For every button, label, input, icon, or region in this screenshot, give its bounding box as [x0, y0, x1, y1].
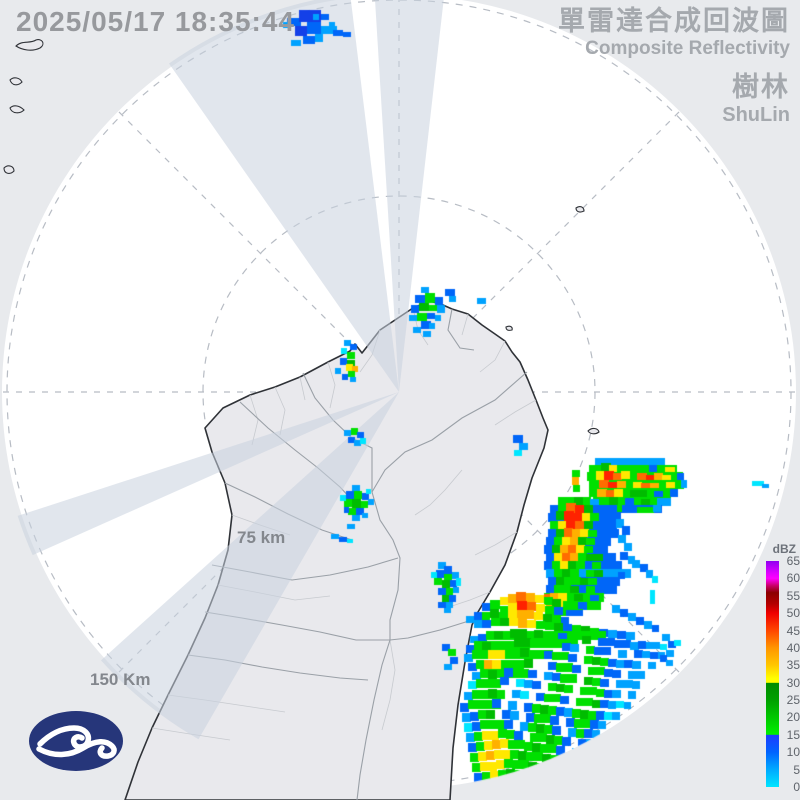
dbz-tick-50: 50	[786, 606, 800, 621]
dbz-tick-60: 60	[786, 571, 800, 586]
dbz-tick-45: 45	[786, 623, 800, 638]
product-title-en: Composite Reflectivity	[585, 38, 790, 59]
header-titles: 單雷達合成回波圖 Composite Reflectivity 樹林 ShuLi…	[558, 6, 790, 126]
product-title-zh: 單雷達合成回波圖	[558, 6, 790, 36]
range-ring-label-150km: 150 Km	[90, 670, 151, 689]
station-name-en: ShuLin	[722, 104, 790, 126]
dbz-tick-40: 40	[786, 640, 800, 655]
dbz-tick-30: 30	[786, 675, 800, 690]
dbz-tick-0: 0	[793, 780, 800, 794]
dbz-tick-35: 35	[786, 658, 800, 673]
dbz-tick-10: 10	[786, 745, 800, 760]
timestamp: 2025/05/17 18:35:44	[16, 6, 295, 37]
dbz-color-scale	[766, 561, 779, 787]
dbz-tick-55: 55	[786, 588, 800, 603]
dbz-tick-20: 20	[786, 710, 800, 725]
dbz-tick-65: 65	[786, 554, 800, 568]
station-name-zh: 樹林	[732, 72, 790, 102]
dbz-tick-25: 25	[786, 693, 800, 708]
scale-unit-label: dBZ	[772, 542, 796, 556]
cwb-logo	[29, 711, 123, 771]
dbz-tick-15: 15	[786, 727, 800, 742]
range-ring-label-75km: 75 km	[237, 528, 286, 547]
dbz-tick-5: 5	[793, 762, 800, 777]
